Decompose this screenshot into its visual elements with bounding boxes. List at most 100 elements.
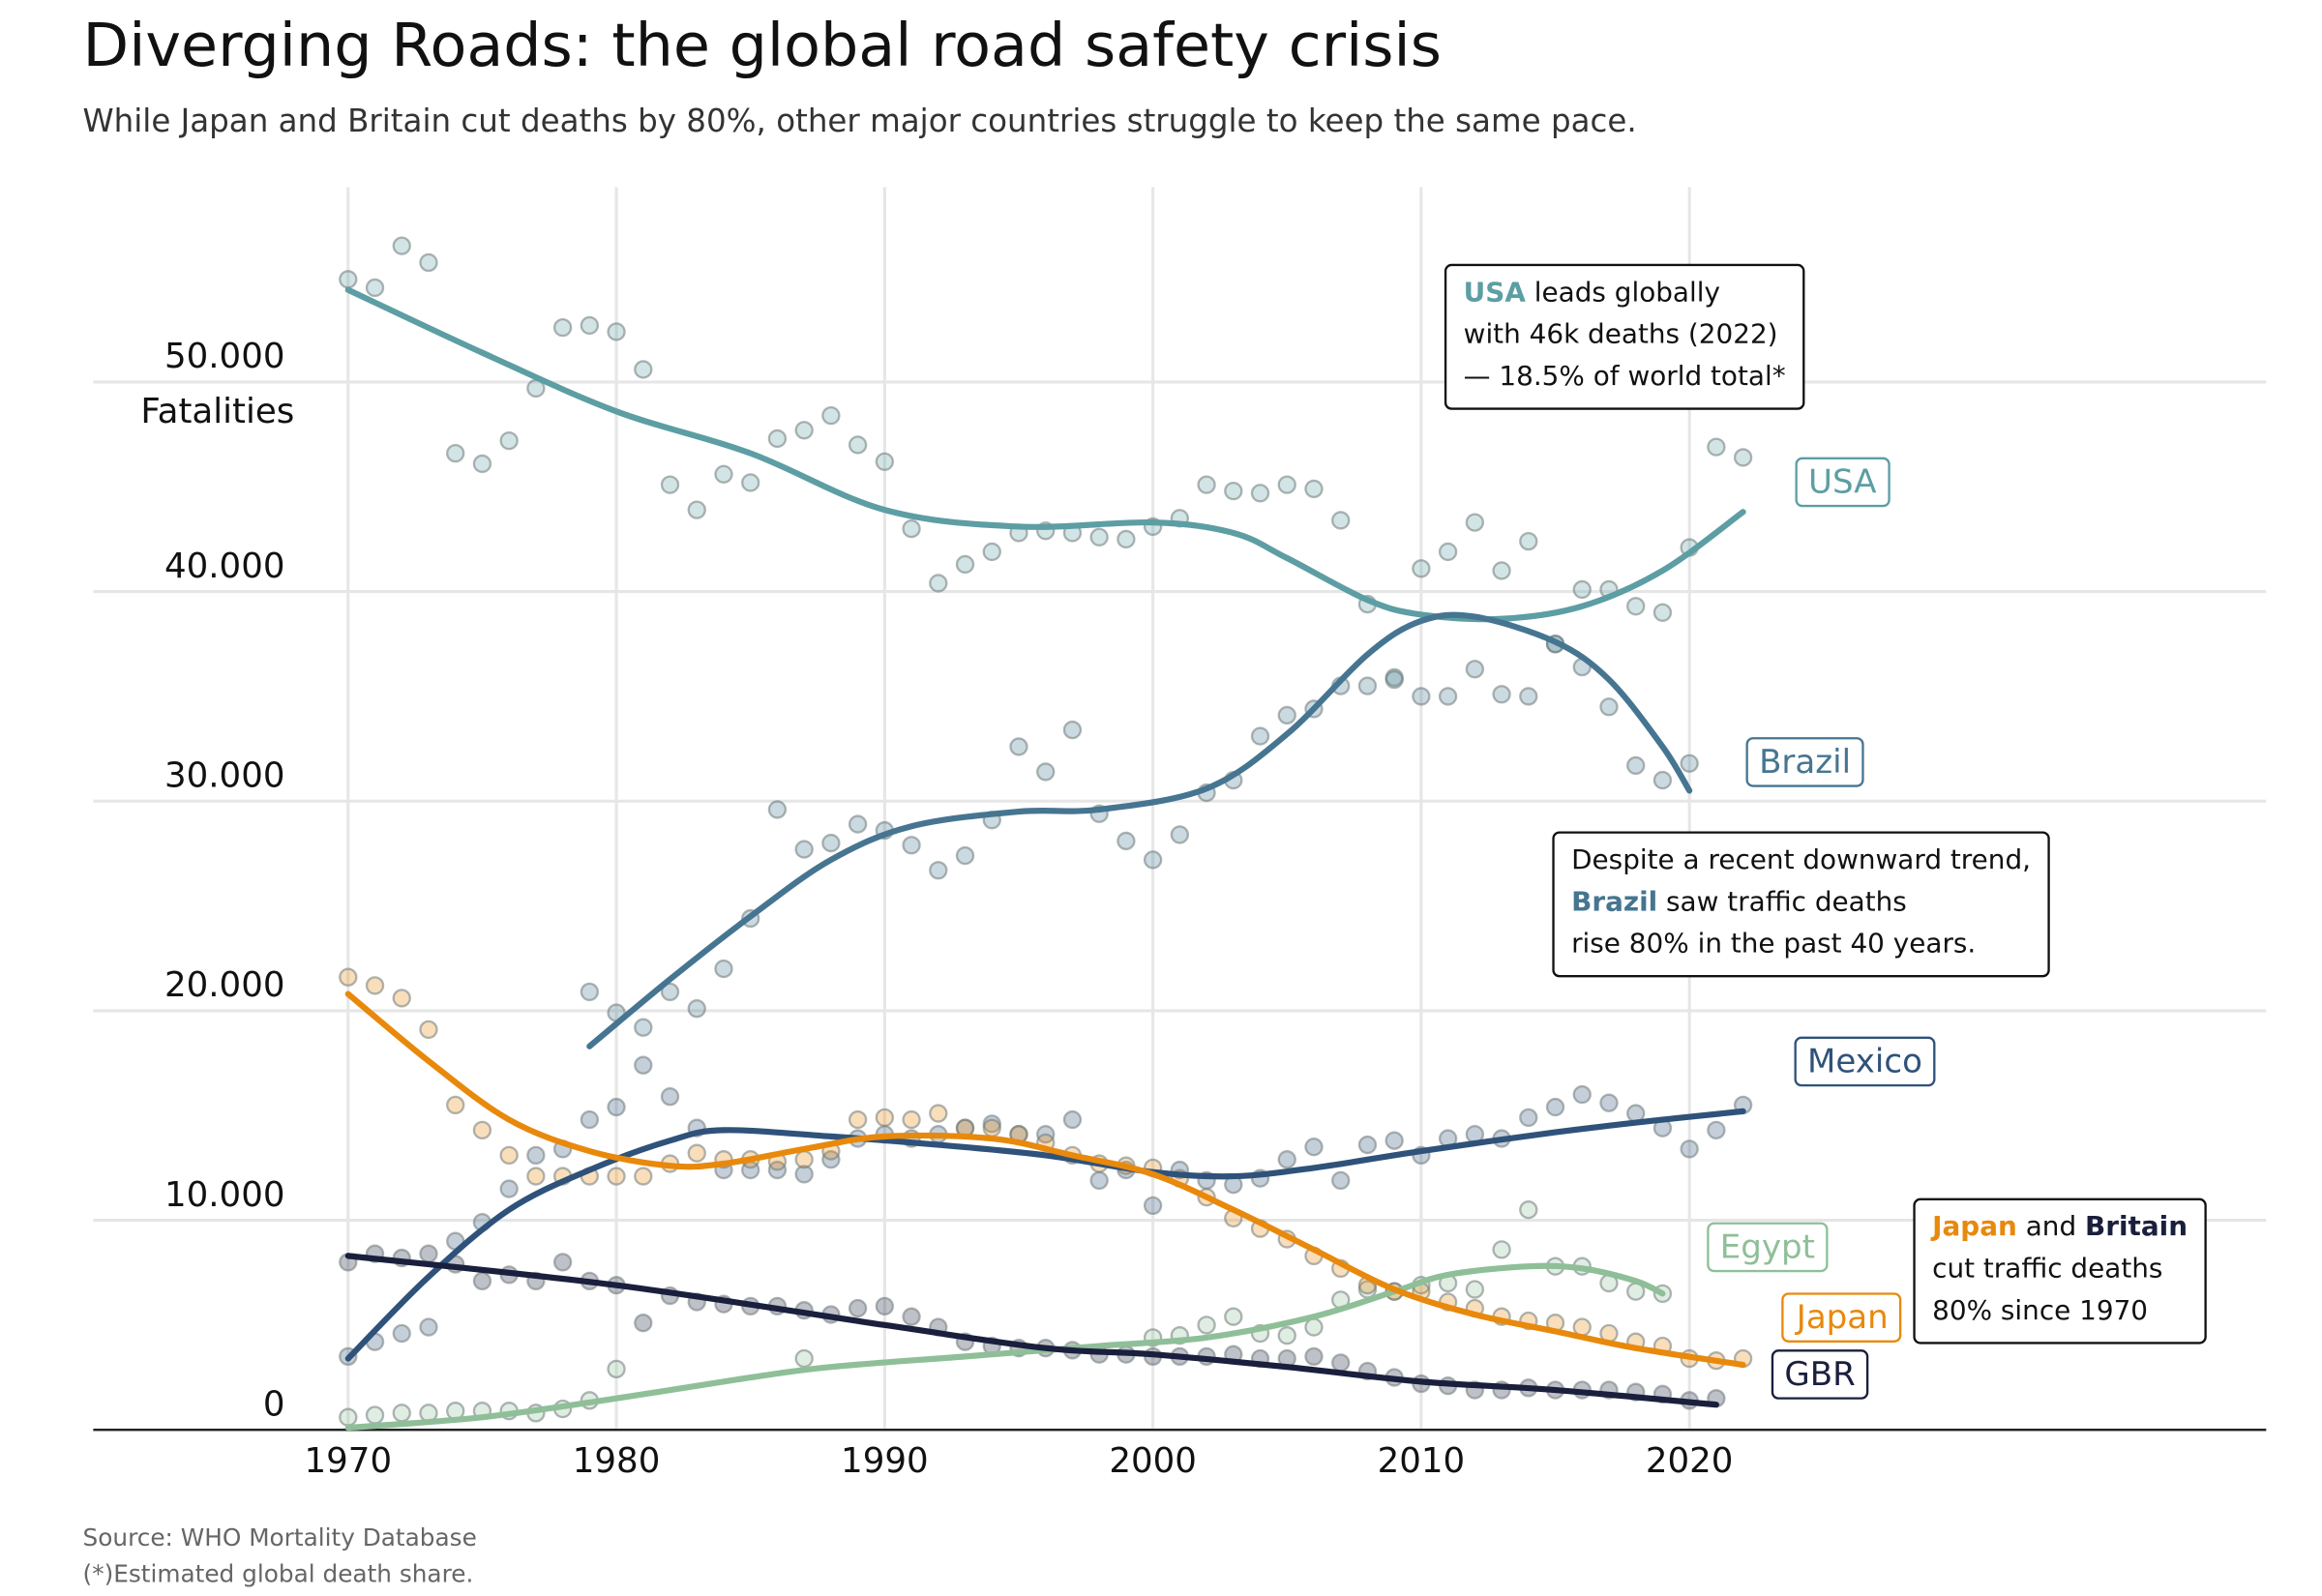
trend-line (344, 1108, 1746, 1362)
data-point (794, 421, 814, 440)
data-point (1652, 770, 1673, 790)
trend-line (344, 286, 1746, 623)
annotation-text: — 18.5% of world total* (1464, 360, 1786, 392)
data-point (419, 1317, 438, 1337)
data-point (1304, 1138, 1324, 1157)
data-point (1599, 1093, 1619, 1112)
data-point (848, 814, 868, 834)
data-point (419, 1244, 438, 1263)
y-tick-label: 20.000 (164, 965, 285, 1005)
data-point (607, 1097, 626, 1117)
annotation-text: and (2017, 1210, 2085, 1242)
annotation-text: Despite a recent downward trend, (1571, 843, 2031, 875)
data-point (714, 464, 733, 484)
legend-label: USA (1808, 462, 1877, 501)
data-point (1304, 1317, 1324, 1337)
data-point (1304, 1346, 1324, 1367)
trend-line (586, 611, 1693, 1049)
data-point (821, 405, 841, 426)
data-point (1250, 726, 1270, 746)
data-point (1357, 676, 1378, 695)
data-point (607, 1359, 626, 1379)
data-point (1626, 597, 1646, 616)
data-point (660, 475, 680, 494)
legend-label: Brazil (1759, 743, 1851, 782)
annotation-box (1552, 831, 2050, 978)
data-point (365, 1405, 385, 1425)
x-tick-label: 1990 (841, 1441, 929, 1481)
y-tick-label: 0 (263, 1384, 285, 1424)
data-point (1626, 755, 1646, 776)
data-point (1036, 762, 1056, 782)
data-point (1116, 831, 1136, 851)
data-point (1062, 720, 1083, 740)
data-point (499, 1179, 519, 1198)
data-point (1465, 1280, 1485, 1299)
annotation-text: saw traffic deaths (1657, 885, 1907, 917)
data-point (1519, 531, 1538, 551)
annotation-line: rise 80% in the past 40 years. (1571, 928, 1976, 960)
legend-item: Japan (1781, 1292, 1902, 1343)
data-point (526, 1167, 546, 1186)
data-point (1143, 850, 1163, 870)
x-tick-label: 2010 (1378, 1441, 1466, 1481)
data-point (875, 1296, 895, 1316)
data-point (1384, 667, 1404, 688)
x-tick-label: 2000 (1109, 1441, 1197, 1481)
data-point (1492, 685, 1511, 704)
data-point (634, 360, 653, 379)
data-point (392, 1323, 411, 1344)
data-point (660, 982, 680, 1002)
data-point (687, 1143, 706, 1163)
trend-line (344, 1253, 1719, 1408)
data-point (634, 1055, 653, 1075)
data-point (499, 430, 519, 451)
data-point (580, 315, 600, 336)
data-point (1197, 475, 1216, 494)
data-point (1143, 1196, 1163, 1216)
legend-item: Brazil (1745, 737, 1864, 787)
data-point (848, 1298, 868, 1318)
data-point (741, 473, 760, 492)
data-point (607, 1167, 626, 1186)
data-point (875, 452, 895, 471)
data-point (392, 1404, 411, 1423)
data-point (1680, 754, 1699, 773)
source: Source: WHO Mortality Database (83, 1523, 477, 1552)
legend-box (1795, 457, 1890, 508)
data-point (1277, 475, 1296, 494)
annotation-text: with 46k deaths (2022) (1464, 318, 1778, 350)
data-point (365, 278, 385, 298)
data-point (1277, 705, 1296, 725)
data-point (902, 1109, 921, 1130)
data-point (1412, 559, 1431, 578)
y-axis-label: Fatalities (140, 392, 294, 431)
data-point (848, 1109, 868, 1130)
data-point (339, 270, 358, 289)
data-point (472, 1120, 492, 1140)
trend-line (344, 1262, 1666, 1432)
data-point (1277, 1326, 1296, 1345)
data-point (607, 322, 626, 341)
annotation-line: with 46k deaths (2022) (1464, 318, 1778, 350)
data-point (1250, 484, 1270, 503)
data-point (580, 982, 600, 1002)
data-point (365, 976, 385, 995)
data-point (1277, 1150, 1296, 1169)
data-point (1331, 1170, 1351, 1191)
chart-subtitle: While Japan and Britain cut deaths by 80… (83, 103, 1637, 139)
data-point (472, 454, 492, 474)
data-point (767, 429, 788, 449)
annotation-text: Japan (1930, 1210, 2017, 1242)
data-point (1224, 1307, 1243, 1326)
data-point (982, 1118, 1001, 1138)
data-point (1089, 527, 1109, 547)
annotation-text: Britain (2085, 1210, 2188, 1242)
data-point (687, 999, 706, 1019)
data-point (1438, 687, 1458, 706)
y-tick-label: 30.000 (164, 755, 285, 795)
data-point (1357, 1135, 1378, 1155)
legend-item: GBR (1771, 1349, 1869, 1400)
data-point (929, 1104, 948, 1123)
